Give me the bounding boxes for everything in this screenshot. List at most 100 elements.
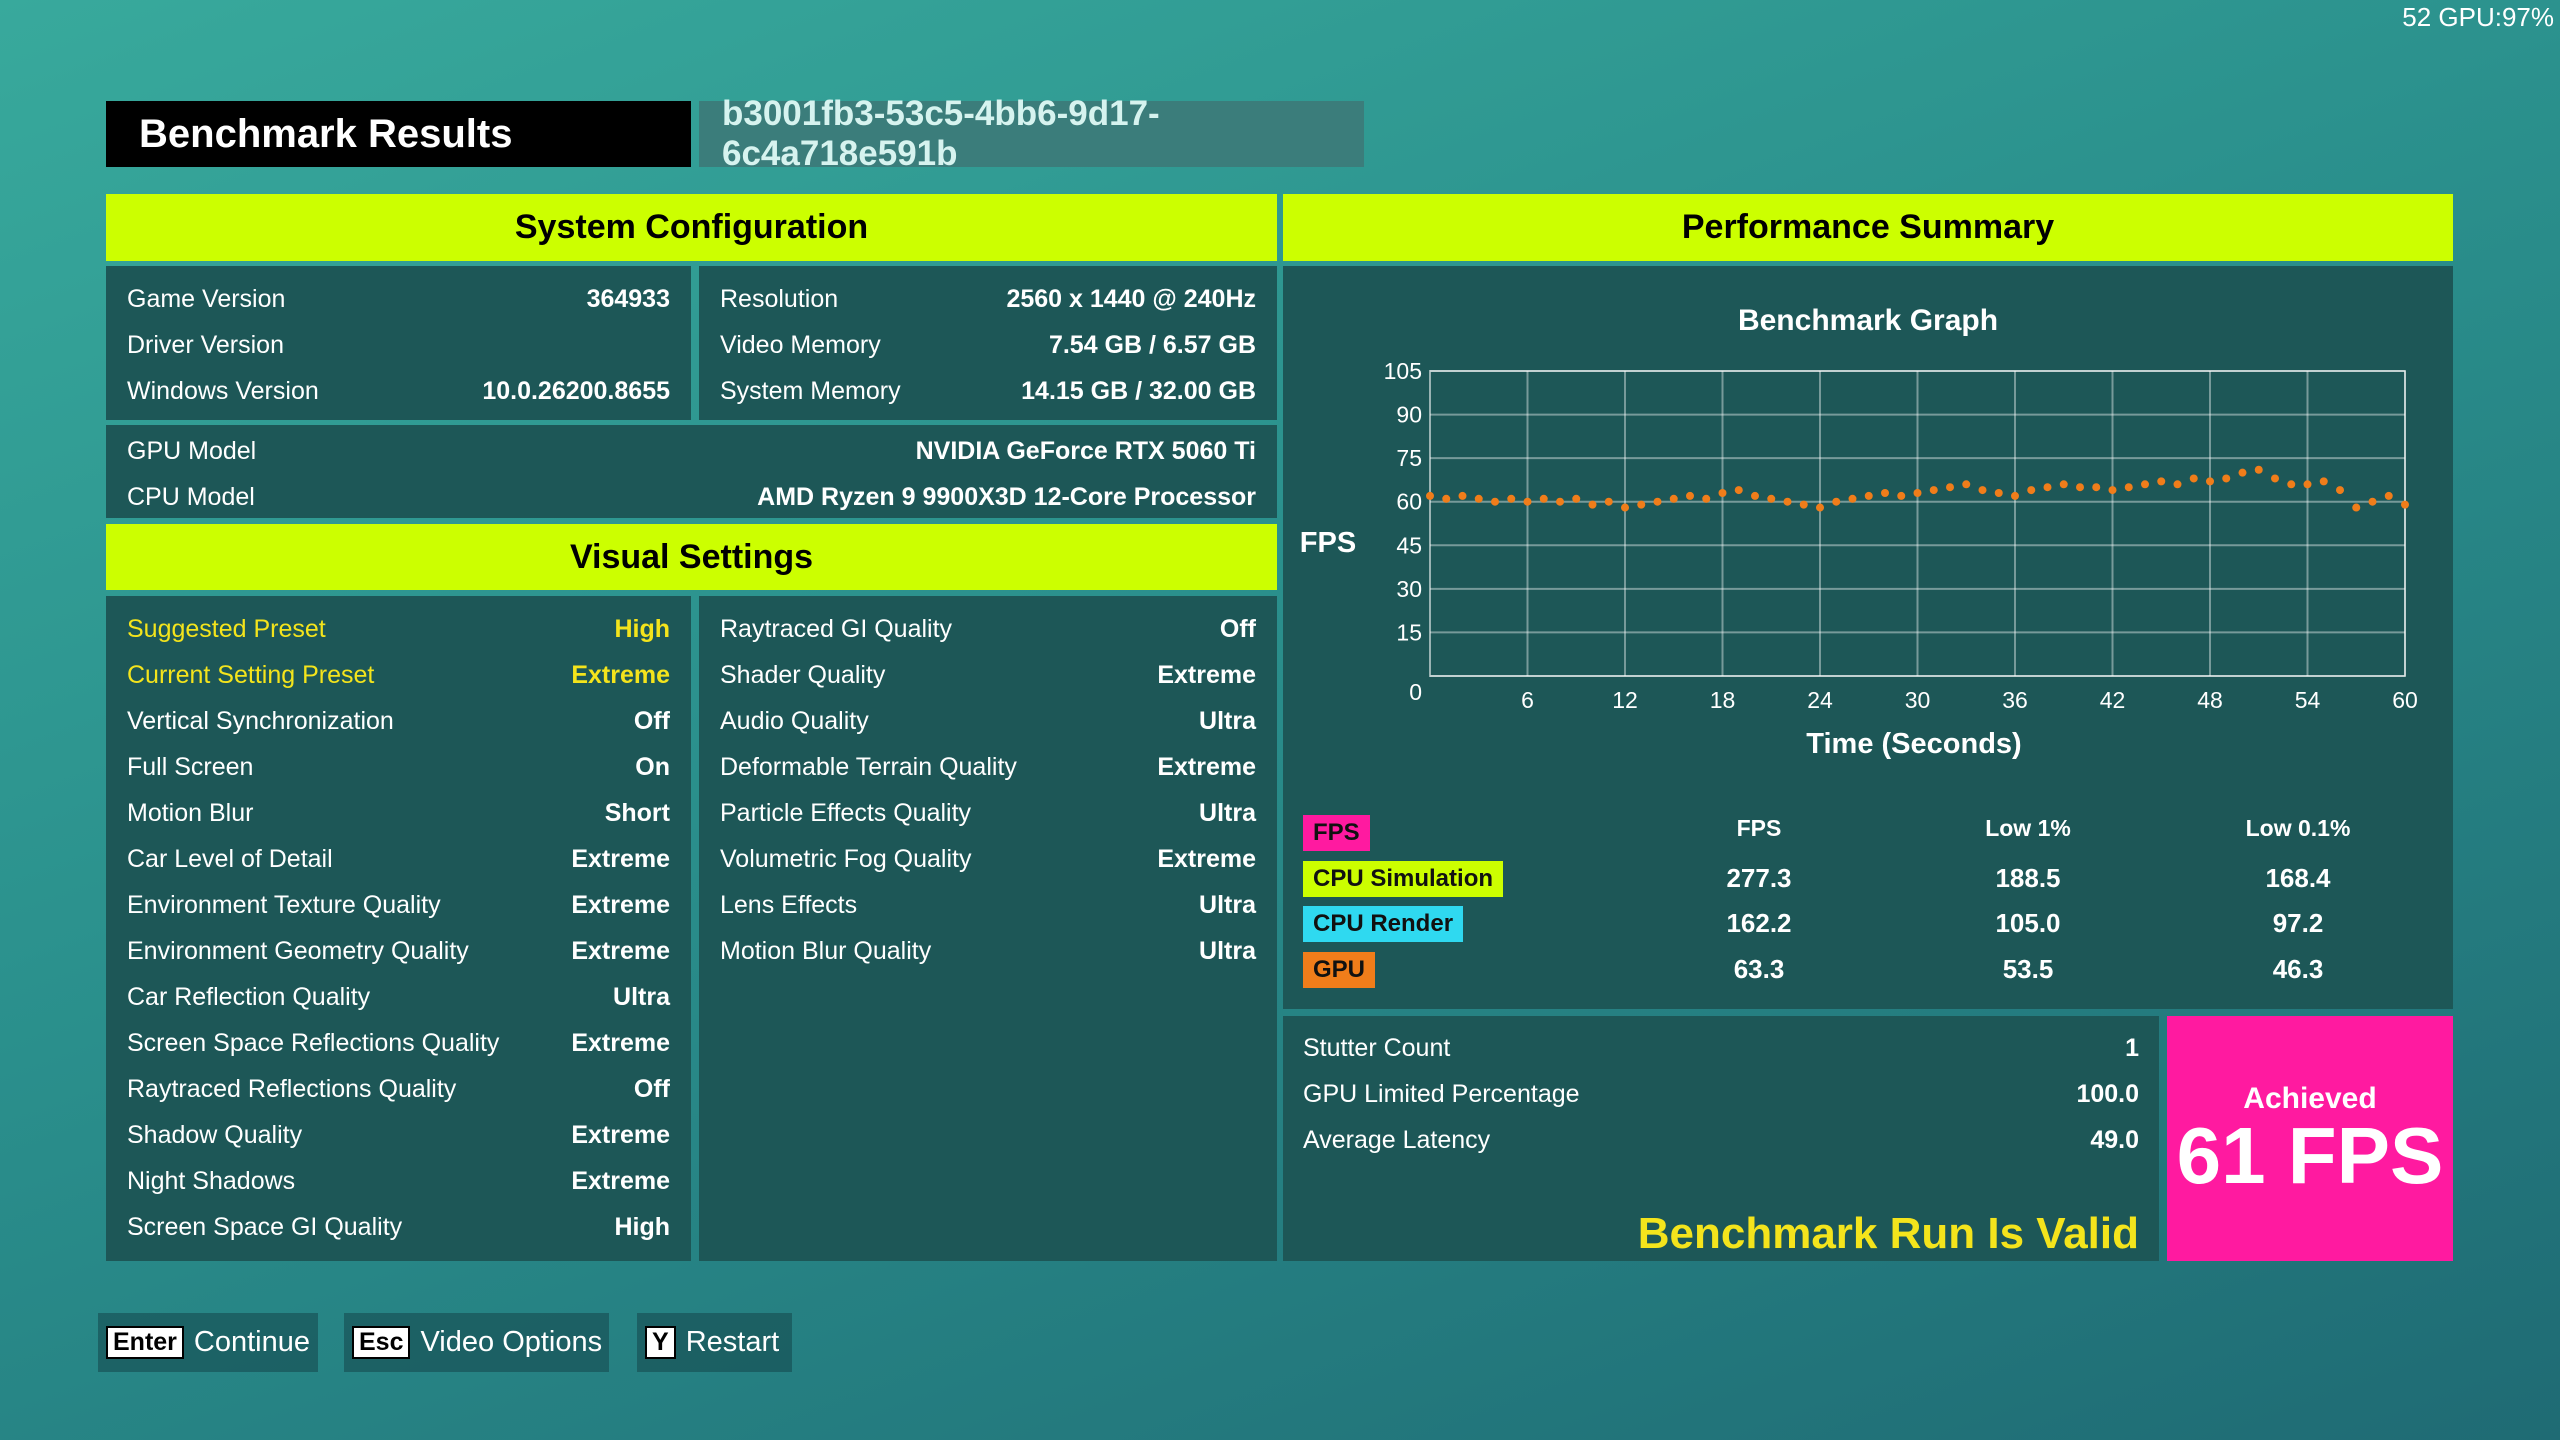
metric-value: 1 [2125,1033,2139,1062]
setting-row: Environment Geometry Quality Extreme [127,928,670,974]
stats-header: Low 0.1% [2245,815,2351,841]
perf-overlay: 52 GPU:97% [2402,2,2554,32]
setting-row: Motion Blur Quality Ultra [720,928,1256,974]
setting-row: Current Setting Preset Extreme [127,652,670,698]
settings-panel: Raytraced GI Quality Off Shader Quality Ext… [699,596,1277,1261]
button-label: Restart [685,1326,780,1358]
metric-row: GPU Limited Percentage 100.0 [1303,1071,2139,1117]
setting-label: System Memory [720,376,901,405]
setting-label: Shadow Quality [127,1120,303,1149]
setting-row: Volumetric Fog Quality Extreme [720,836,1256,882]
setting-row: System Memory 14.15 GB / 32.00 GB [720,368,1256,414]
setting-label: Volumetric Fog Quality [720,844,972,873]
stats-badge: GPU [1303,952,1376,988]
metric-row: Stutter Count 1 [1303,1025,2139,1071]
settings-panel: Suggested Preset High Current Setting Pres… [106,596,691,1261]
footer-button[interactable]: Esc Video Options [344,1313,609,1372]
metrics-panel: Stutter Count 1 GPU Limited Percentage 100.… [1283,1016,2159,1261]
setting-row: Shadow Quality Extreme [127,1112,670,1158]
stats-header: FPS [1736,815,1782,841]
setting-row: Raytraced GI Quality Off [720,606,1256,652]
setting-row: Lens Effects Ultra [720,882,1256,928]
section-header: Performance Summary [1283,194,2453,261]
setting-row: Deformable Terrain Quality Extreme [720,744,1256,790]
setting-row: Raytraced Reflections Quality Off [127,1066,670,1112]
setting-value: Off [1219,614,1256,643]
stats-value: 46.3 [2272,954,2324,984]
setting-row: GPU Model NVIDIA GeForce RTX 5060 Ti [127,428,1256,474]
setting-label: Lens Effects [720,890,858,919]
setting-value: AMD Ryzen 9 9900X3D 12-Core Processor [757,482,1256,511]
setting-label: Deformable Terrain Quality [720,752,1017,781]
footer-button[interactable]: Enter Continue [98,1313,318,1372]
setting-label: Resolution [720,284,839,313]
setting-value: Ultra [613,982,670,1011]
setting-label: Full Screen [127,752,254,781]
setting-value: Off [633,1074,670,1103]
stats-value: 168.4 [2265,863,2331,893]
setting-label: Game Version [127,284,286,313]
setting-value: Ultra [1199,706,1256,735]
stats-header: Low 1% [1985,815,2071,841]
setting-value: 10.0.26200.8655 [482,376,670,405]
setting-row: Windows Version 10.0.26200.8655 [127,368,670,414]
hardware-panel: GPU Model NVIDIA GeForce RTX 5060 Ti CPU M… [106,425,1277,518]
setting-label: Environment Geometry Quality [127,936,469,965]
setting-label: CPU Model [127,482,255,511]
setting-label: Suggested Preset [127,614,326,643]
setting-label: Windows Version [127,376,319,405]
setting-row: Motion Blur Short [127,790,670,836]
setting-value: Extreme [1157,844,1256,873]
setting-row: Car Level of Detail Extreme [127,836,670,882]
setting-label: Night Shadows [127,1166,296,1195]
section-header: System Configuration [106,194,1277,261]
setting-label: Car Level of Detail [127,844,333,873]
setting-label: Current Setting Preset [127,660,375,689]
key-hint: Enter [106,1326,184,1359]
setting-row: Night Shadows Extreme [127,1158,670,1204]
stats-value: 188.5 [1995,863,2061,893]
setting-value: Ultra [1199,890,1256,919]
footer-button[interactable]: Y Restart [637,1313,792,1372]
setting-label: Raytraced Reflections Quality [127,1074,457,1103]
title-box: Benchmark Results [106,101,691,167]
setting-row: Shader Quality Extreme [720,652,1256,698]
setting-label: Driver Version [127,330,284,359]
setting-value: Off [633,706,670,735]
setting-label: Screen Space GI Quality [127,1212,403,1241]
setting-value: Extreme [571,936,670,965]
setting-value: 2560 x 1440 @ 240Hz [1006,284,1256,313]
achieved-value: 61 FPS [2176,1110,2444,1200]
setting-value: Extreme [571,1166,670,1195]
setting-value: NVIDIA GeForce RTX 5060 Ti [915,436,1256,465]
stats-value: 105.0 [1995,908,2061,938]
setting-row: CPU Model AMD Ryzen 9 9900X3D 12-Core Pro… [127,474,1256,520]
metric-row: Average Latency 49.0 [1303,1117,2139,1163]
setting-value: Extreme [571,660,670,689]
setting-value: Extreme [571,890,670,919]
setting-row: Particle Effects Quality Ultra [720,790,1256,836]
setting-value: Extreme [1157,660,1256,689]
setting-row: Vertical Synchronization Off [127,698,670,744]
setting-label: Raytraced GI Quality [720,614,953,643]
setting-value: 7.54 GB / 6.57 GB [1048,330,1256,359]
stats-badge: FPS [1303,815,1370,851]
button-label: Video Options [420,1326,603,1358]
setting-label: Video Memory [720,330,881,359]
stats-value: 162.2 [1726,908,1792,938]
run-id: b3001fb3-53c5-4bb6-9d17-6c4a718e591b [699,94,1364,173]
setting-label: Vertical Synchronization [127,706,394,735]
setting-row: Audio Quality Ultra [720,698,1256,744]
setting-label: Motion Blur [127,798,254,827]
setting-label: Motion Blur Quality [720,936,932,965]
setting-row: Driver Version [127,322,670,368]
achieved-box: Achieved 61 FPS [2167,1016,2453,1261]
setting-value: Extreme [1157,752,1256,781]
setting-row: Resolution 2560 x 1440 @ 240Hz [720,276,1256,322]
validity: Benchmark Run Is Valid [1637,1209,2139,1258]
setting-row: Suggested Preset High [127,606,670,652]
setting-row: Full Screen On [127,744,670,790]
stats-value: 277.3 [1726,863,1792,893]
setting-value: Ultra [1199,798,1256,827]
setting-value: High [614,614,670,643]
